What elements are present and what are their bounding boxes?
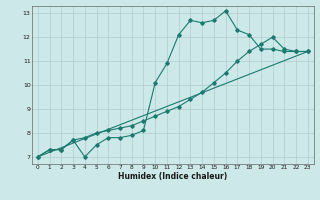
X-axis label: Humidex (Indice chaleur): Humidex (Indice chaleur) [118,172,228,181]
